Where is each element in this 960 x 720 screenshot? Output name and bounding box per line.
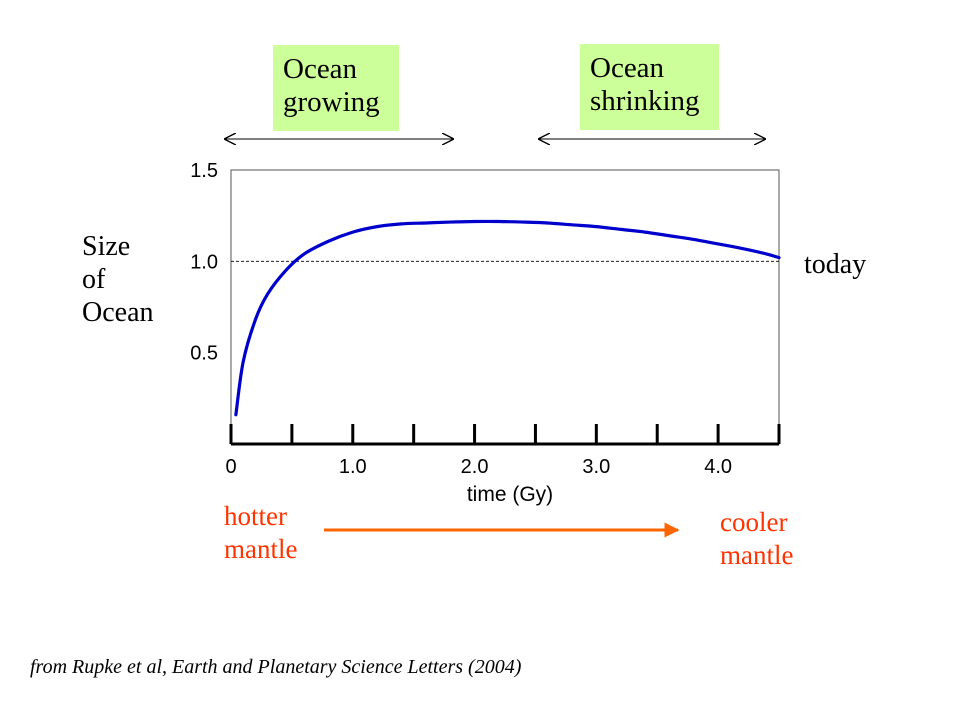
ylabel-line3: Ocean [82, 297, 154, 328]
cooler-line2: mantle [720, 540, 794, 570]
hotter-line1: hotter [224, 501, 287, 531]
y-tick-label-2: 1.5 [190, 160, 218, 182]
hotter-line2: mantle [224, 534, 298, 564]
cooler-mantle-label: cooler mantle [720, 506, 793, 572]
y-axis-label: Size of Ocean [82, 230, 154, 329]
x-tick-label-3: 3.0 [582, 456, 610, 478]
x-tick-label-0: 0 [225, 456, 236, 478]
source-citation: from Rupke et al, Earth and Planetary Sc… [30, 656, 522, 678]
y-tick-label-0: 0.5 [190, 343, 218, 365]
phase-shrinking-line1: Ocean [590, 52, 665, 84]
y-tick-label-1: 1.0 [190, 251, 218, 273]
today-label: today [804, 249, 867, 280]
phase-growing-line2: growing [283, 86, 380, 118]
phase-shrinking-line2: shrinking [590, 85, 700, 117]
ylabel-line2: of [82, 264, 106, 295]
phase-growing-line1: Ocean [283, 53, 358, 85]
cooler-line1: cooler [720, 507, 788, 537]
phase-label-growing: Ocean growing [273, 45, 399, 131]
series-line-0 [234, 219, 781, 417]
plot-frame [230, 169, 780, 445]
x-tick-label-2: 2.0 [461, 456, 489, 478]
x-tick-label-1: 1.0 [339, 456, 367, 478]
x-tick-label-4: 4.0 [704, 456, 732, 478]
ylabel-line1: Size [82, 231, 131, 262]
phase-label-shrinking: Ocean shrinking [580, 44, 719, 130]
hotter-mantle-label: hotter mantle [224, 500, 297, 566]
x-axis-title: time (Gy) [467, 483, 553, 506]
